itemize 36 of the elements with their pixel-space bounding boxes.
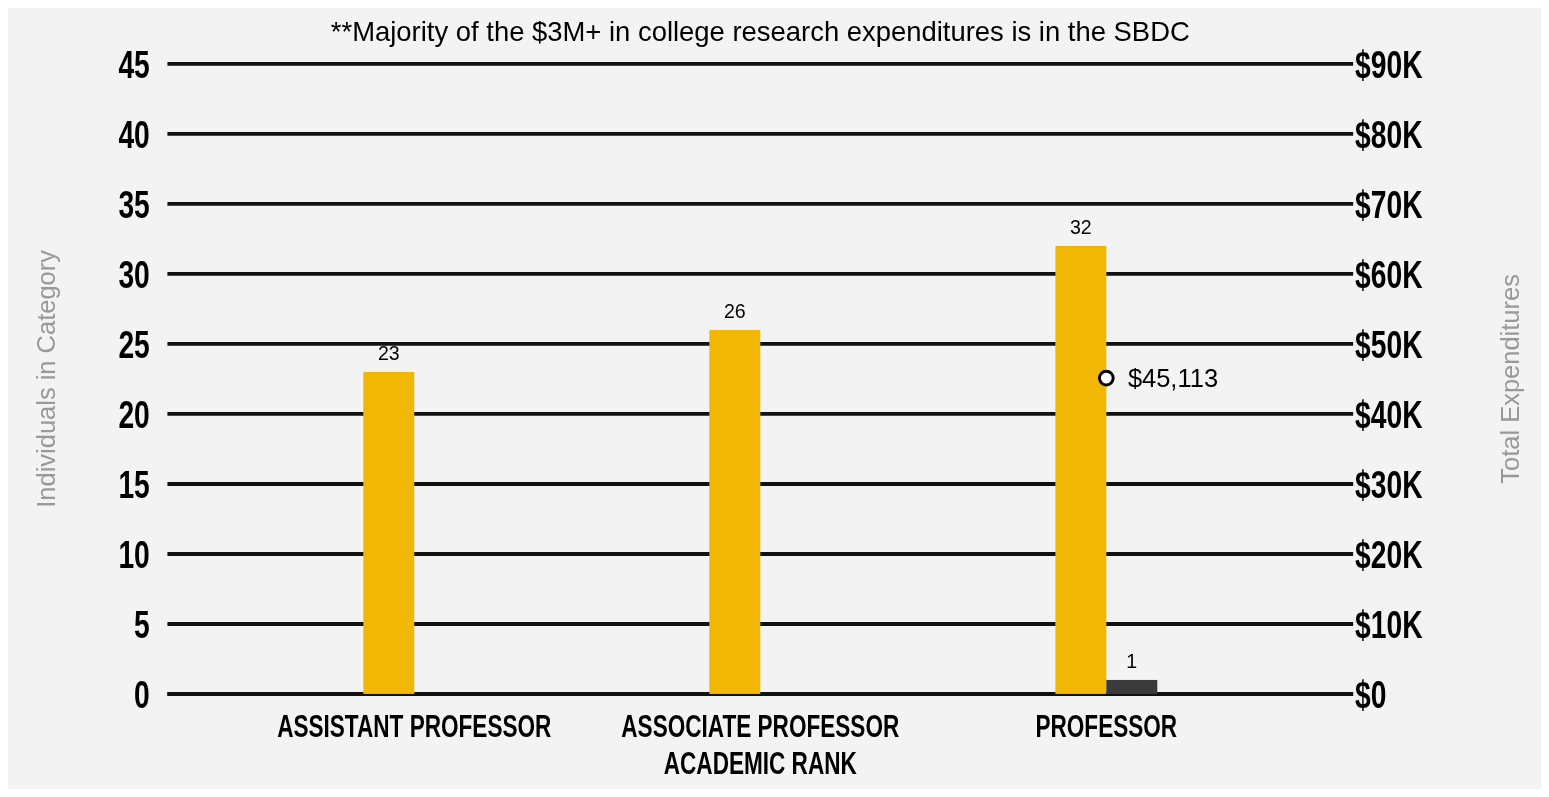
y-axis-title: Individuals in Category [31, 249, 60, 508]
bar [1106, 679, 1158, 694]
data-label: 32 [1069, 216, 1092, 239]
y2-axis-title: Total Expenditures [1495, 274, 1524, 484]
y-tick-label: 15 [118, 462, 150, 506]
bar [363, 371, 415, 694]
x-tick-label: ASSOCIATE PROFESSOR [621, 708, 900, 744]
y-tick-label: 35 [118, 182, 150, 226]
data-label: 23 [377, 342, 400, 365]
y2-tick-label: $70K [1355, 182, 1423, 226]
y2-tick-label: $60K [1355, 252, 1423, 296]
y2-tick-label: $40K [1355, 392, 1423, 436]
chart-title: **Majority of the $3M+ in college research expenditures is in the SBDC [330, 16, 1190, 48]
y2-tick-label: $90K [1355, 42, 1423, 86]
y-tick-label: 0 [134, 672, 150, 716]
bar [709, 329, 761, 694]
data-label: 1 [1126, 650, 1138, 673]
y2-tick-label: $80K [1355, 112, 1423, 156]
y2-tick-label: $20K [1355, 532, 1423, 576]
data-label: 26 [723, 300, 746, 323]
y2-tick-label: $10K [1355, 602, 1423, 646]
y-tick-label: 25 [118, 322, 150, 366]
y2-tick-label: $0 [1355, 672, 1387, 716]
y-tick-label: 10 [118, 532, 150, 576]
y-tick-label: 40 [118, 112, 150, 156]
x-tick-label: PROFESSOR [1035, 708, 1178, 744]
y-tick-label: 45 [118, 42, 150, 86]
y-tick-label: 30 [118, 252, 150, 296]
data-label: $45,113 [1127, 363, 1219, 392]
x-axis-title: ACADEMIC RANK [663, 745, 858, 782]
y2-tick-label: $50K [1355, 322, 1423, 366]
y-tick-label: 5 [134, 602, 150, 646]
bar [1055, 245, 1107, 694]
x-tick-label: ASSISTANT PROFESSOR [277, 708, 552, 744]
y-tick-label: 20 [118, 392, 150, 436]
y2-tick-label: $30K [1355, 462, 1423, 506]
